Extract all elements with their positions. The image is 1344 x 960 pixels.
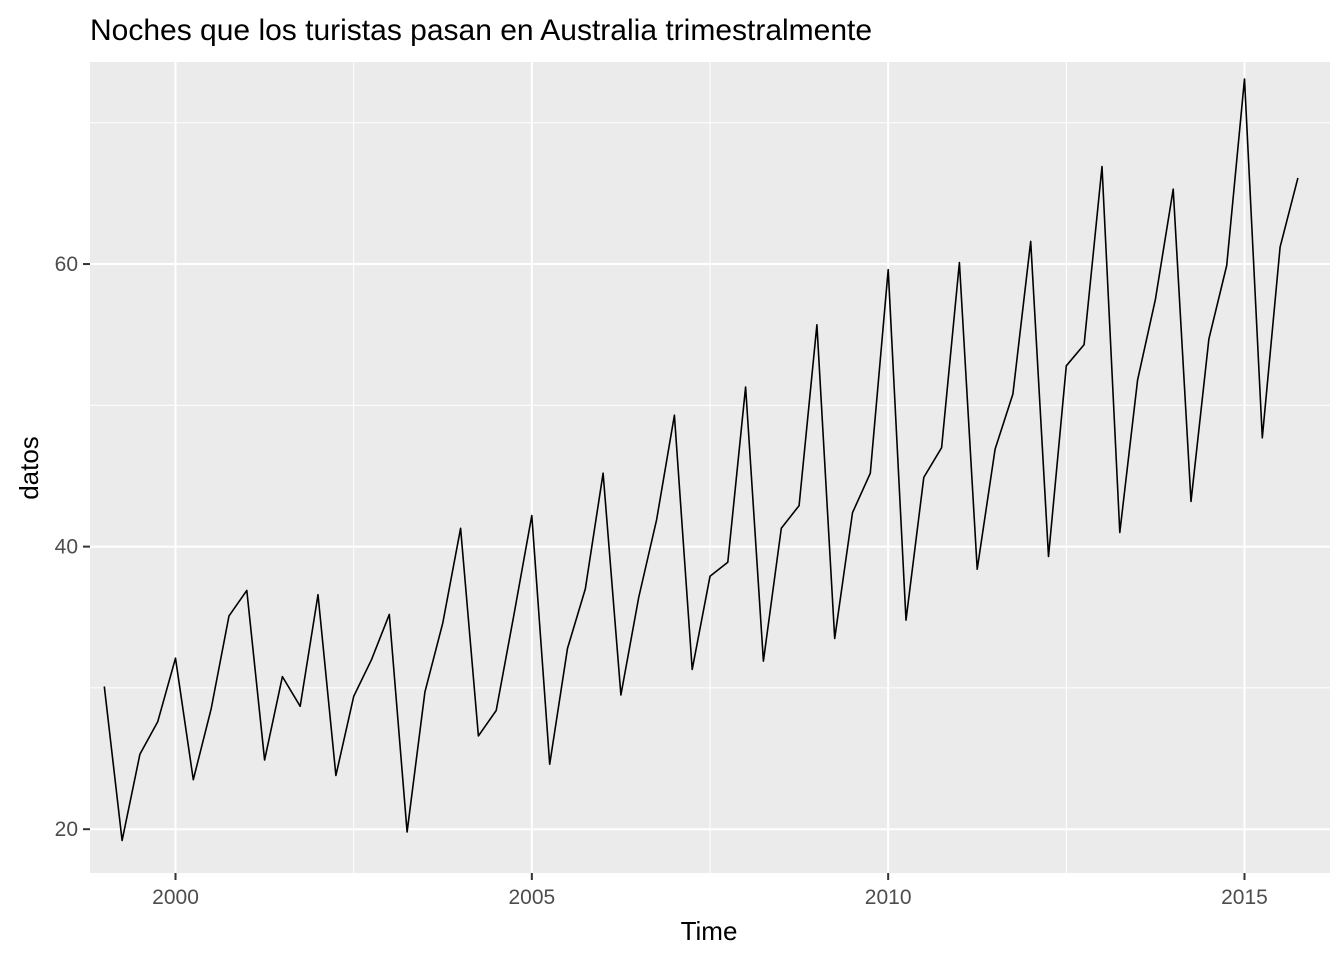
minor-gridlines [90,62,1330,873]
x-tick-label: 2005 [508,886,555,909]
y-tick-label: 40 [55,536,78,559]
axis-ticks [83,263,1246,880]
major-gridlines [90,62,1330,873]
x-tick-label: 2010 [865,886,912,909]
y-axis-title: datos [14,436,44,500]
y-axis-tick-labels: 20 40 60 [55,253,78,841]
x-axis-title: Time [681,916,738,946]
y-tick-label: 20 [55,818,78,841]
x-tick-label: 2015 [1221,886,1268,909]
series-line [103,78,1299,842]
x-tick-label: 2000 [152,886,199,909]
x-axis-tick-labels: 2000 2005 2010 2015 [152,886,1268,909]
series-layer [103,78,1299,842]
y-tick-label: 60 [55,253,78,276]
chart-title: Noches que los turistas pasan en Austral… [90,14,872,47]
